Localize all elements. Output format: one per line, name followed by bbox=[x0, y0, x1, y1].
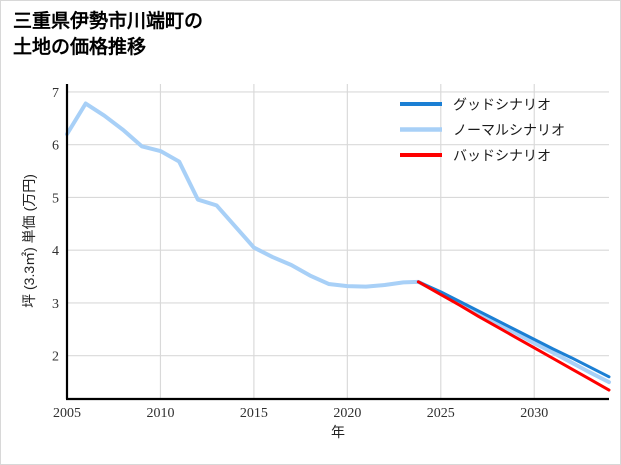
axis-spines bbox=[65, 84, 609, 401]
y-tick-labels: 2 3 4 5 6 7 bbox=[52, 86, 59, 365]
page-title: 三重県伊勢市川端町の 土地の価格推移 bbox=[13, 11, 204, 58]
x-tick-2005: 2005 bbox=[53, 406, 81, 421]
legend-label: バッドシナリオ bbox=[453, 150, 551, 165]
gridlines-group bbox=[67, 84, 609, 399]
y-tick-7: 7 bbox=[52, 86, 59, 101]
x-tick-2030: 2030 bbox=[520, 406, 548, 421]
y-tick-3: 3 bbox=[52, 297, 59, 312]
legend-label: ノーマルシナリオ bbox=[453, 124, 565, 139]
x-tick-2020: 2020 bbox=[333, 406, 361, 421]
legend-label: グッドシナリオ bbox=[453, 98, 551, 114]
series-line bbox=[416, 280, 611, 379]
x-axis-title: 年 bbox=[331, 424, 345, 440]
series-group bbox=[65, 101, 611, 392]
series-line bbox=[416, 280, 611, 392]
y-tick-6: 6 bbox=[52, 139, 59, 154]
y-axis-title: 坪 (3.3㎡) 単価 (万円) bbox=[21, 174, 37, 308]
y-tick-2: 2 bbox=[52, 350, 59, 365]
series-line bbox=[65, 101, 611, 385]
y-tick-4: 4 bbox=[52, 244, 59, 259]
x-tick-2010: 2010 bbox=[146, 406, 174, 421]
x-tick-2025: 2025 bbox=[427, 406, 455, 421]
x-tick-labels: 2005 2010 2015 2020 2025 2030 bbox=[53, 406, 548, 421]
y-tick-5: 5 bbox=[52, 191, 59, 206]
x-tick-2015: 2015 bbox=[240, 406, 268, 421]
